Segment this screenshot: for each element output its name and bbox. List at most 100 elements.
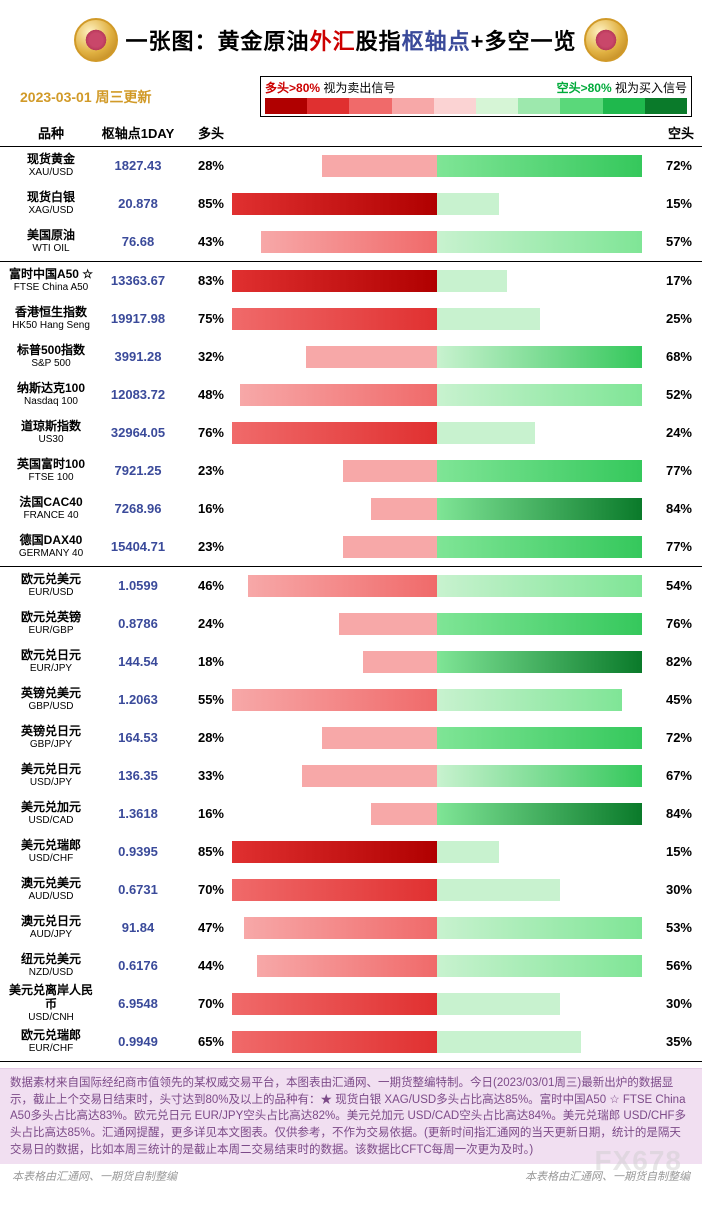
legend-right: 空头>80% 视为买入信号 — [557, 79, 687, 96]
long-pct: 23% — [180, 463, 228, 478]
pivot-value: 1.2063 — [96, 692, 180, 707]
instrument-name: 欧元兑美元EUR/USD — [6, 573, 96, 598]
long-pct: 75% — [180, 311, 228, 326]
pivot-value: 13363.67 — [96, 273, 180, 288]
table-row: 欧元兑日元EUR/JPY144.5418%82% — [0, 643, 702, 681]
table-row: 美元兑加元USD/CAD1.361816%84% — [0, 795, 702, 833]
table-row: 德国DAX40GERMANY 4015404.7123%77% — [0, 528, 702, 566]
short-pct: 15% — [646, 196, 694, 211]
legend-swatch — [560, 98, 602, 114]
long-pct: 76% — [180, 425, 228, 440]
short-pct: 30% — [646, 882, 694, 897]
short-pct: 68% — [646, 349, 694, 364]
short-pct: 56% — [646, 958, 694, 973]
short-pct: 82% — [646, 654, 694, 669]
instrument-name: 英镑兑日元GBP/JPY — [6, 725, 96, 750]
table-row: 英镑兑美元GBP/USD1.206355%45% — [0, 681, 702, 719]
table-row: 欧元兑英镑EUR/GBP0.878624%76% — [0, 605, 702, 643]
group-separator — [0, 1061, 702, 1062]
legend-swatch — [645, 98, 687, 114]
long-pct: 47% — [180, 920, 228, 935]
pivot-value: 76.68 — [96, 234, 180, 249]
table-row: 澳元兑美元AUD/USD0.673170%30% — [0, 871, 702, 909]
title-p3: 股指 — [356, 29, 402, 54]
pivot-value: 7268.96 — [96, 501, 180, 516]
short-pct: 24% — [646, 425, 694, 440]
pivot-value: 7921.25 — [96, 463, 180, 478]
short-pct: 54% — [646, 578, 694, 593]
sentiment-bar — [228, 993, 646, 1015]
table-row: 道琼斯指数US3032964.0576%24% — [0, 414, 702, 452]
table-row: 纽元兑美元NZD/USD0.617644%56% — [0, 947, 702, 985]
sentiment-bar — [228, 727, 646, 749]
instrument-name: 现货白银XAG/USD — [6, 191, 96, 216]
pivot-value: 164.53 — [96, 730, 180, 745]
short-pct: 72% — [646, 158, 694, 173]
long-pct: 85% — [180, 844, 228, 859]
pivot-value: 1.0599 — [96, 578, 180, 593]
sentiment-bar — [228, 422, 646, 444]
long-pct: 43% — [180, 234, 228, 249]
watermark: FX678 — [595, 1145, 683, 1177]
instrument-name: 欧元兑英镑EUR/GBP — [6, 611, 96, 636]
table-row: 欧元兑美元EUR/USD1.059946%54% — [0, 567, 702, 605]
table-row: 英国富时100FTSE 1007921.2523%77% — [0, 452, 702, 490]
sentiment-bar — [228, 308, 646, 330]
short-pct: 53% — [646, 920, 694, 935]
short-pct: 52% — [646, 387, 694, 402]
instrument-name: 纽元兑美元NZD/USD — [6, 953, 96, 978]
sentiment-bar — [228, 651, 646, 673]
long-pct: 70% — [180, 996, 228, 1011]
table-header: 品种 枢轴点1DAY 多头 空头 — [0, 119, 702, 147]
table-row: 香港恒生指数HK50 Hang Seng19917.9875%25% — [0, 300, 702, 338]
long-pct: 65% — [180, 1034, 228, 1049]
medallion-icon — [74, 18, 118, 62]
sentiment-bar — [228, 498, 646, 520]
short-pct: 67% — [646, 768, 694, 783]
table-row: 富时中国A50 ☆FTSE China A5013363.6783%17% — [0, 262, 702, 300]
short-pct: 76% — [646, 616, 694, 631]
sentiment-bar — [228, 689, 646, 711]
sentiment-bar — [228, 536, 646, 558]
sentiment-bar — [228, 575, 646, 597]
pivot-value: 20.878 — [96, 196, 180, 211]
short-pct: 17% — [646, 273, 694, 288]
long-pct: 33% — [180, 768, 228, 783]
table-row: 美元兑瑞郎USD/CHF0.939585%15% — [0, 833, 702, 871]
instrument-name: 欧元兑瑞郎EUR/CHF — [6, 1029, 96, 1054]
sentiment-bar — [228, 955, 646, 977]
short-pct: 84% — [646, 806, 694, 821]
pivot-value: 6.9548 — [96, 996, 180, 1011]
instrument-name: 美国原油WTI OIL — [6, 229, 96, 254]
long-pct: 83% — [180, 273, 228, 288]
legend-swatch — [307, 98, 349, 114]
instrument-name: 标普500指数S&P 500 — [6, 344, 96, 369]
short-pct: 30% — [646, 996, 694, 1011]
legend-swatch — [434, 98, 476, 114]
long-pct: 16% — [180, 806, 228, 821]
instrument-name: 澳元兑美元AUD/USD — [6, 877, 96, 902]
short-pct: 15% — [646, 844, 694, 859]
pivot-value: 15404.71 — [96, 539, 180, 554]
sentiment-bar — [228, 270, 646, 292]
instrument-name: 纳斯达克100Nasdaq 100 — [6, 382, 96, 407]
sentiment-bar — [228, 460, 646, 482]
instrument-name: 现货黄金XAU/USD — [6, 153, 96, 178]
sentiment-bar — [228, 803, 646, 825]
legend-swatch — [349, 98, 391, 114]
pivot-value: 0.9949 — [96, 1034, 180, 1049]
sentiment-bar — [228, 346, 646, 368]
instrument-name: 道琼斯指数US30 — [6, 420, 96, 445]
table-row: 美国原油WTI OIL76.6843%57% — [0, 223, 702, 261]
long-pct: 48% — [180, 387, 228, 402]
short-pct: 25% — [646, 311, 694, 326]
sentiment-bar — [228, 1031, 646, 1053]
table-row: 欧元兑瑞郎EUR/CHF0.994965%35% — [0, 1023, 702, 1061]
table-row: 法国CAC40FRANCE 407268.9616%84% — [0, 490, 702, 528]
table-row: 现货白银XAG/USD20.87885%15% — [0, 185, 702, 223]
instrument-name: 美元兑瑞郎USD/CHF — [6, 839, 96, 864]
instrument-name: 德国DAX40GERMANY 40 — [6, 534, 96, 559]
short-pct: 72% — [646, 730, 694, 745]
instrument-name: 英镑兑美元GBP/USD — [6, 687, 96, 712]
long-pct: 44% — [180, 958, 228, 973]
